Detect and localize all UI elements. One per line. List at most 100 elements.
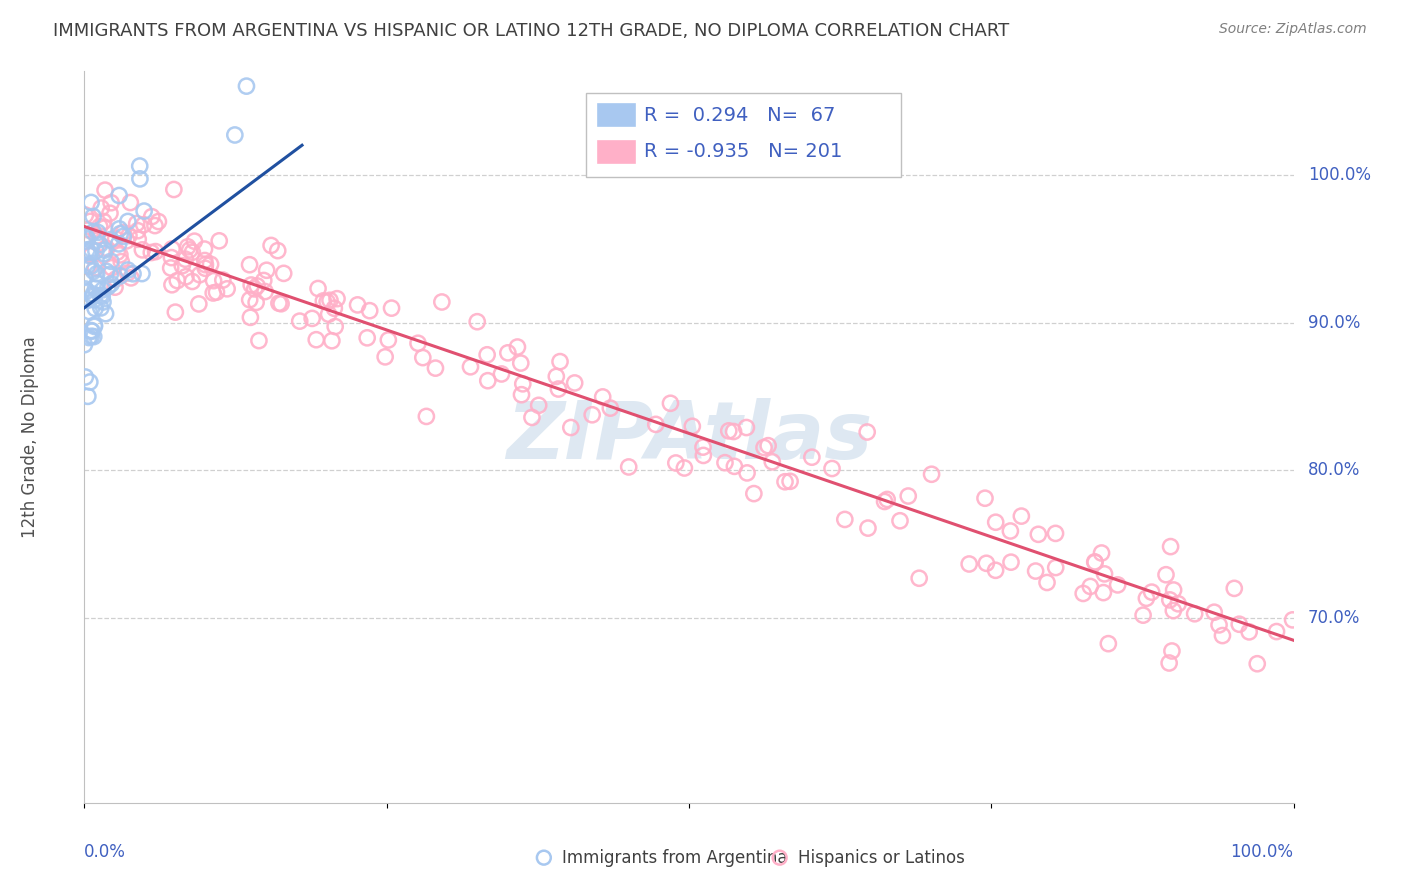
- Point: [921, 467, 943, 482]
- Point: [211, 273, 233, 287]
- Point: [288, 314, 311, 328]
- Point: [79, 260, 101, 274]
- Point: [181, 275, 204, 289]
- Point: [246, 279, 269, 293]
- Text: 100.0%: 100.0%: [1230, 843, 1294, 861]
- Point: [120, 271, 142, 285]
- Point: [1025, 564, 1047, 578]
- Point: [834, 512, 856, 526]
- Point: [307, 281, 329, 295]
- Point: [194, 253, 217, 268]
- Point: [132, 218, 155, 232]
- Point: [94, 183, 117, 197]
- Point: [714, 456, 737, 470]
- Point: [239, 310, 262, 325]
- Text: Hispanics or Latinos: Hispanics or Latinos: [797, 848, 965, 867]
- Point: [1107, 578, 1129, 592]
- Point: [1163, 604, 1185, 618]
- Point: [141, 210, 163, 224]
- Point: [174, 269, 197, 284]
- Point: [217, 282, 239, 296]
- Point: [359, 303, 381, 318]
- Point: [856, 425, 879, 439]
- Point: [374, 350, 396, 364]
- Point: [100, 254, 122, 268]
- Point: [253, 273, 276, 287]
- Text: 12th Grade, No Diploma: 12th Grade, No Diploma: [21, 336, 39, 538]
- Point: [83, 319, 105, 334]
- Point: [91, 289, 114, 303]
- Point: [984, 515, 1007, 529]
- Point: [84, 301, 107, 316]
- Point: [560, 420, 582, 434]
- Point: [779, 475, 801, 489]
- Point: [1135, 591, 1157, 606]
- Point: [323, 301, 346, 316]
- Point: [76, 234, 98, 248]
- Text: IMMIGRANTS FROM ARGENTINA VS HISPANIC OR LATINO 12TH GRADE, NO DIPLOMA CORRELATI: IMMIGRANTS FROM ARGENTINA VS HISPANIC OR…: [53, 22, 1010, 40]
- Point: [77, 293, 100, 307]
- Point: [79, 375, 101, 389]
- Point: [1071, 586, 1094, 600]
- Point: [477, 374, 499, 388]
- Point: [520, 410, 543, 425]
- Point: [1265, 624, 1288, 639]
- Point: [247, 334, 270, 348]
- Point: [239, 258, 262, 272]
- Point: [752, 441, 775, 455]
- Point: [82, 287, 104, 301]
- Point: [100, 233, 122, 247]
- Point: [356, 331, 378, 345]
- Point: [75, 208, 97, 222]
- Point: [742, 486, 765, 500]
- Point: [100, 260, 122, 275]
- Point: [73, 337, 96, 351]
- Point: [120, 195, 142, 210]
- Point: [873, 494, 896, 508]
- Point: [104, 232, 127, 246]
- Point: [177, 240, 200, 254]
- Point: [93, 221, 115, 235]
- Point: [75, 284, 97, 298]
- Text: ZIPAtlas: ZIPAtlas: [506, 398, 872, 476]
- Point: [77, 304, 100, 318]
- Point: [80, 324, 103, 338]
- Point: [692, 440, 714, 454]
- Text: 90.0%: 90.0%: [1308, 314, 1361, 332]
- Point: [665, 456, 688, 470]
- Point: [82, 210, 104, 224]
- Point: [91, 283, 114, 297]
- Point: [1028, 527, 1050, 541]
- Point: [108, 188, 131, 202]
- Point: [104, 280, 127, 294]
- Point: [800, 450, 823, 465]
- Text: Source: ZipAtlas.com: Source: ZipAtlas.com: [1219, 22, 1367, 37]
- Point: [107, 236, 129, 251]
- Point: [761, 455, 783, 469]
- Point: [117, 263, 139, 277]
- Point: [76, 243, 98, 257]
- Point: [118, 228, 141, 243]
- Point: [756, 439, 779, 453]
- Point: [108, 248, 131, 262]
- Point: [89, 288, 111, 302]
- Point: [80, 248, 103, 262]
- Point: [129, 172, 152, 186]
- Point: [148, 214, 170, 228]
- Point: [163, 182, 186, 196]
- Point: [240, 278, 263, 293]
- Point: [460, 359, 482, 374]
- Point: [1160, 540, 1182, 554]
- Point: [117, 266, 139, 280]
- Point: [127, 224, 149, 238]
- Point: [1211, 629, 1233, 643]
- Point: [91, 295, 114, 310]
- Point: [239, 293, 262, 307]
- Point: [735, 420, 758, 434]
- Text: R = -0.935   N= 201: R = -0.935 N= 201: [644, 143, 842, 161]
- Point: [644, 417, 666, 432]
- Point: [735, 466, 758, 480]
- Point: [208, 234, 231, 248]
- Point: [76, 232, 98, 246]
- Point: [80, 329, 103, 343]
